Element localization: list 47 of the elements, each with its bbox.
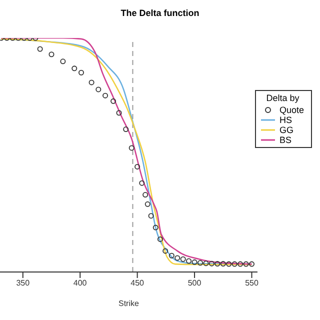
point bbox=[238, 261, 244, 267]
point bbox=[186, 258, 192, 264]
point bbox=[168, 252, 174, 258]
point bbox=[220, 261, 226, 267]
x-tick-label: 450 bbox=[130, 278, 145, 288]
point bbox=[174, 255, 180, 261]
point bbox=[116, 110, 122, 116]
point bbox=[248, 261, 254, 267]
point bbox=[60, 58, 66, 64]
point bbox=[144, 201, 150, 207]
point bbox=[180, 256, 186, 262]
point bbox=[157, 236, 163, 242]
point bbox=[192, 259, 198, 265]
x-axis-title: Strike bbox=[118, 299, 140, 308]
point bbox=[88, 80, 94, 86]
point bbox=[162, 248, 168, 254]
point bbox=[208, 260, 214, 266]
point bbox=[152, 224, 158, 230]
point bbox=[110, 98, 116, 104]
point bbox=[139, 180, 145, 186]
point bbox=[243, 261, 249, 267]
point bbox=[142, 192, 148, 198]
x-tick-label: 400 bbox=[73, 278, 88, 288]
point bbox=[214, 261, 220, 267]
point bbox=[226, 261, 232, 267]
legend-label: Quote bbox=[279, 105, 304, 115]
point bbox=[134, 164, 140, 170]
point bbox=[203, 260, 209, 266]
x-tick-label: 500 bbox=[188, 278, 202, 288]
chart-title: The Delta function bbox=[120, 8, 200, 18]
legend-label: BS bbox=[279, 135, 292, 145]
point bbox=[102, 92, 108, 98]
point bbox=[37, 46, 43, 52]
legend-title: Delta by bbox=[265, 93, 300, 103]
point bbox=[48, 52, 54, 58]
point bbox=[78, 70, 84, 76]
point bbox=[72, 66, 78, 72]
legend-label: HS bbox=[279, 115, 292, 125]
point bbox=[232, 261, 238, 267]
point bbox=[198, 260, 204, 266]
point bbox=[123, 126, 129, 132]
point bbox=[96, 86, 102, 92]
x-tick-label: 350 bbox=[16, 278, 30, 288]
x-tick-label: 550 bbox=[245, 278, 259, 288]
point bbox=[148, 213, 154, 219]
legend-label: GG bbox=[279, 125, 294, 135]
point bbox=[128, 145, 134, 151]
